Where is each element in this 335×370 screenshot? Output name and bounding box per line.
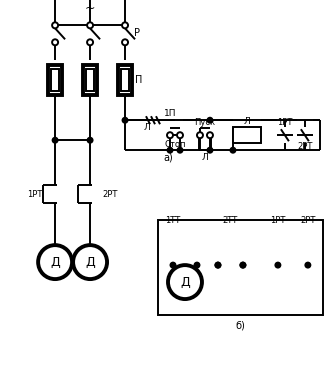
Circle shape bbox=[241, 263, 246, 268]
Circle shape bbox=[178, 148, 183, 153]
Text: 1РТ: 1РТ bbox=[270, 216, 285, 225]
Circle shape bbox=[123, 118, 128, 123]
Text: а): а) bbox=[163, 152, 173, 162]
Text: 2РТ: 2РТ bbox=[297, 142, 313, 151]
Text: Л: Л bbox=[244, 117, 250, 126]
Circle shape bbox=[52, 39, 58, 45]
Circle shape bbox=[177, 132, 183, 138]
Text: Р: Р bbox=[134, 28, 140, 38]
Circle shape bbox=[197, 132, 203, 138]
Circle shape bbox=[167, 132, 173, 138]
Circle shape bbox=[87, 138, 92, 143]
Text: ~: ~ bbox=[85, 2, 95, 15]
Circle shape bbox=[122, 22, 128, 28]
Circle shape bbox=[168, 148, 173, 153]
Circle shape bbox=[53, 138, 58, 143]
Bar bbox=[86, 69, 94, 91]
Bar bbox=[48, 65, 62, 95]
Circle shape bbox=[275, 263, 280, 268]
Circle shape bbox=[215, 263, 220, 268]
Circle shape bbox=[207, 132, 213, 138]
Circle shape bbox=[207, 118, 212, 123]
Text: Стоп: Стоп bbox=[164, 140, 186, 149]
Text: Пуск: Пуск bbox=[194, 118, 215, 127]
Circle shape bbox=[52, 22, 58, 28]
Text: П: П bbox=[135, 75, 143, 85]
Circle shape bbox=[215, 263, 220, 268]
Bar bbox=[83, 65, 97, 95]
Text: б): б) bbox=[236, 320, 245, 330]
Text: Л: Л bbox=[202, 153, 208, 162]
Text: 1РТ: 1РТ bbox=[277, 118, 292, 127]
Circle shape bbox=[87, 39, 93, 45]
Circle shape bbox=[122, 39, 128, 45]
Text: 2РТ: 2РТ bbox=[300, 216, 316, 225]
Bar bbox=[118, 65, 132, 95]
Circle shape bbox=[195, 263, 199, 268]
Text: Д: Д bbox=[180, 276, 190, 289]
Circle shape bbox=[306, 263, 310, 268]
Text: 2РТ: 2РТ bbox=[103, 190, 118, 199]
Circle shape bbox=[207, 148, 212, 153]
Circle shape bbox=[73, 245, 107, 279]
Circle shape bbox=[87, 22, 93, 28]
Text: Д: Д bbox=[50, 256, 60, 269]
Text: Д: Д bbox=[85, 256, 95, 269]
Text: Л: Л bbox=[144, 123, 150, 132]
Text: 1ТТ: 1ТТ bbox=[165, 216, 181, 225]
Circle shape bbox=[230, 148, 236, 153]
Text: 1П: 1П bbox=[164, 109, 176, 118]
Text: 2ТТ: 2ТТ bbox=[222, 216, 238, 225]
Text: 1РТ: 1РТ bbox=[27, 190, 43, 199]
Bar bbox=[121, 69, 129, 91]
Circle shape bbox=[38, 245, 72, 279]
Bar bbox=[158, 220, 323, 315]
Bar bbox=[233, 127, 261, 143]
Circle shape bbox=[241, 263, 246, 268]
Bar bbox=[51, 69, 59, 91]
Circle shape bbox=[171, 263, 176, 268]
Circle shape bbox=[168, 265, 202, 299]
